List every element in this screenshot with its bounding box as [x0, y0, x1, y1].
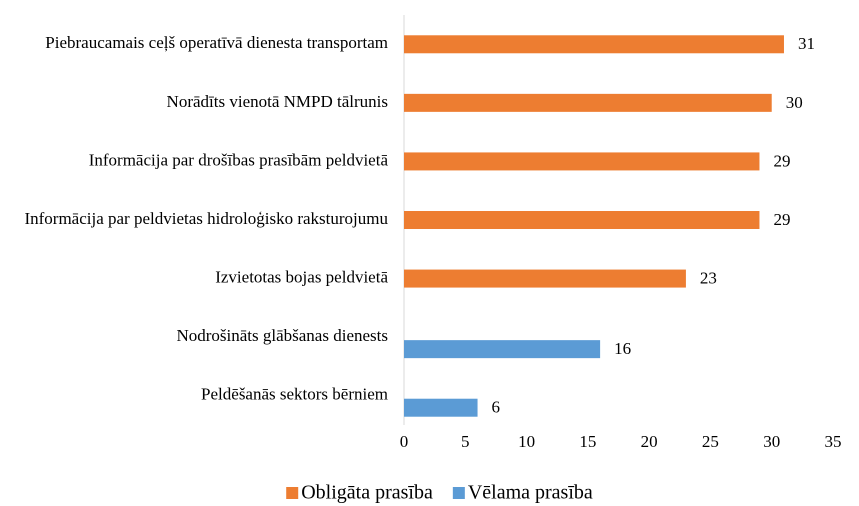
bar — [404, 152, 760, 171]
legend-swatch — [452, 487, 465, 499]
bar — [404, 211, 760, 229]
y-tick-label: Norādīts vienotā NMPD tālrunis — [167, 92, 388, 111]
x-tick-label: 25 — [702, 432, 719, 451]
data-label: 31 — [798, 34, 815, 53]
bar — [404, 340, 601, 359]
bar — [404, 269, 686, 288]
bar — [404, 35, 784, 54]
legend-label: Obligāta prasība — [301, 482, 433, 504]
data-label: 16 — [614, 339, 631, 358]
x-tick-label: 0 — [400, 432, 409, 451]
y-tick-label: Nodrošināts glābšanas dienests — [176, 326, 388, 345]
y-tick-label: Peldēšanās sektors bērniem — [201, 385, 388, 404]
x-tick-label: 20 — [641, 432, 658, 451]
data-label: 30 — [786, 93, 803, 112]
y-tick-label: Izvietotas bojas peldvietā — [215, 267, 388, 286]
data-label: 29 — [773, 210, 790, 229]
y-tick-label: Informācija par peldvietas hidroloģisko … — [24, 209, 388, 228]
x-tick-label: 35 — [825, 432, 842, 451]
legend-label: Vēlama prasība — [468, 482, 593, 504]
x-tick-label: 5 — [461, 432, 470, 451]
x-tick-label: 30 — [763, 432, 780, 451]
legend: Obligāta prasība Vēlama prasība — [286, 482, 593, 504]
x-tick-label: 10 — [518, 432, 535, 451]
legend-swatch — [286, 487, 299, 499]
x-tick-label: 15 — [579, 432, 596, 451]
y-tick-label: Piebraucamais ceļš operatīvā dienesta tr… — [45, 33, 388, 52]
data-label: 23 — [700, 268, 717, 287]
bar — [404, 398, 478, 417]
data-label: 29 — [773, 151, 790, 170]
y-tick-label: Informācija par drošības prasībām peldvi… — [89, 150, 389, 169]
data-label: 6 — [492, 398, 501, 417]
bar — [404, 93, 772, 112]
